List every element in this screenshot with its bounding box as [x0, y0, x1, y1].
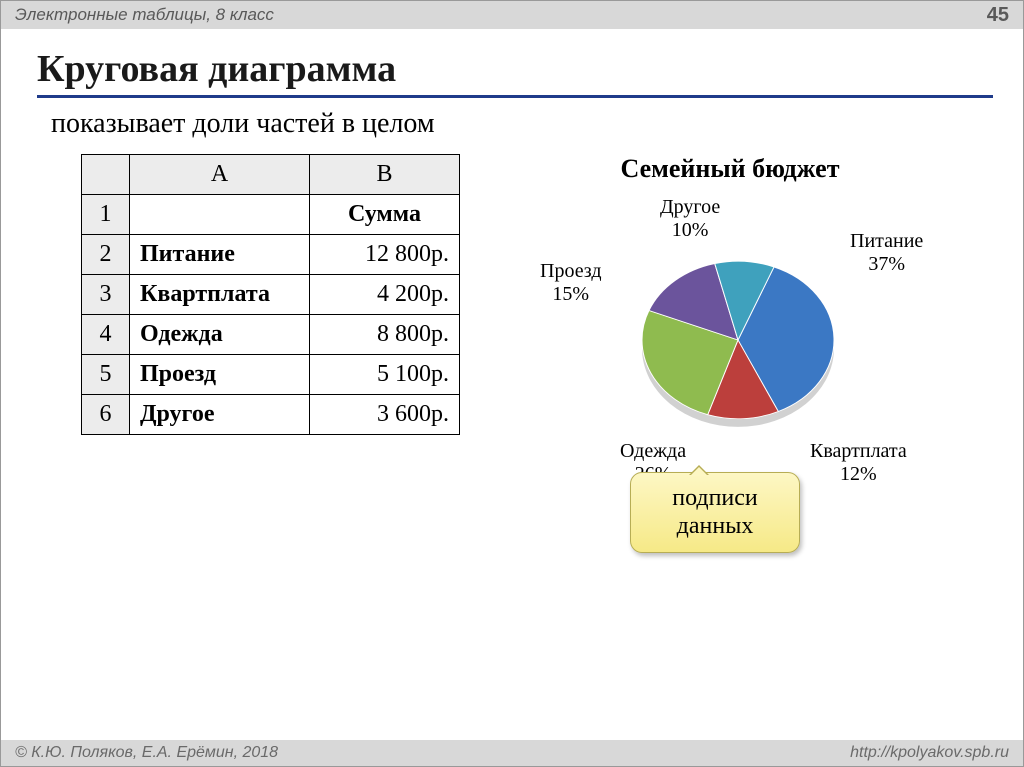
row-number: 6	[82, 395, 130, 435]
page-number: 45	[987, 4, 1009, 27]
row-number: 2	[82, 235, 130, 275]
table-row: 2 Питание 12 800р.	[82, 235, 460, 275]
footer-bar: © К.Ю. Поляков, Е.А. Ерёмин, 2018 http:/…	[1, 740, 1023, 766]
chart-area: Семейный бюджет Питание37%Квартплата12%О…	[500, 154, 960, 530]
table-row: 1 Сумма	[82, 195, 460, 235]
pie-label: Другое10%	[660, 196, 720, 242]
main-row: A B 1 Сумма 2 Питание 12 800р. 3 Квартпл…	[37, 154, 993, 530]
value-cell: 8 800р.	[310, 315, 460, 355]
row-number: 3	[82, 275, 130, 315]
pie-label: Питание37%	[850, 230, 923, 276]
value-cell: 12 800р.	[310, 235, 460, 275]
value-cell: 3 600р.	[310, 395, 460, 435]
corner-cell	[82, 155, 130, 195]
col-header-b: B	[310, 155, 460, 195]
row-number: 4	[82, 315, 130, 355]
header-bar: Электронные таблицы, 8 класс 45	[1, 1, 1023, 29]
category-label: Питание	[130, 235, 310, 275]
category-label: Одежда	[130, 315, 310, 355]
page-title: Круговая диаграмма	[37, 47, 993, 91]
callout-line2: данных	[677, 513, 754, 539]
value-cell: 5 100р.	[310, 355, 460, 395]
callout-line1: подписи	[672, 485, 758, 511]
table-row: 3 Квартплата 4 200р.	[82, 275, 460, 315]
budget-table: A B 1 Сумма 2 Питание 12 800р. 3 Квартпл…	[81, 154, 460, 435]
category-label: Квартплата	[130, 275, 310, 315]
sum-header: Сумма	[310, 195, 460, 235]
table-row: 4 Одежда 8 800р.	[82, 315, 460, 355]
subtitle: показывает доли частей в целом	[51, 108, 993, 140]
title-underline	[37, 95, 993, 98]
table-row: 5 Проезд 5 100р.	[82, 355, 460, 395]
cell-a1	[130, 195, 310, 235]
copyright: © К.Ю. Поляков, Е.А. Ерёмин, 2018	[15, 744, 278, 762]
slide-content: Круговая диаграмма показывает доли часте…	[1, 29, 1023, 530]
pie-label: Проезд15%	[540, 260, 602, 306]
row-number: 1	[82, 195, 130, 235]
category-label: Проезд	[130, 355, 310, 395]
row-number: 5	[82, 355, 130, 395]
callout-box: подписи данных	[630, 472, 800, 553]
category-label: Другое	[130, 395, 310, 435]
col-header-a: A	[130, 155, 310, 195]
value-cell: 4 200р.	[310, 275, 460, 315]
table-row: 6 Другое 3 600р.	[82, 395, 460, 435]
chart-title: Семейный бюджет	[500, 154, 960, 184]
breadcrumb: Электронные таблицы, 8 класс	[15, 5, 274, 25]
pie-label: Квартплата12%	[810, 440, 907, 486]
footer-url: http://kpolyakov.spb.ru	[850, 744, 1009, 762]
